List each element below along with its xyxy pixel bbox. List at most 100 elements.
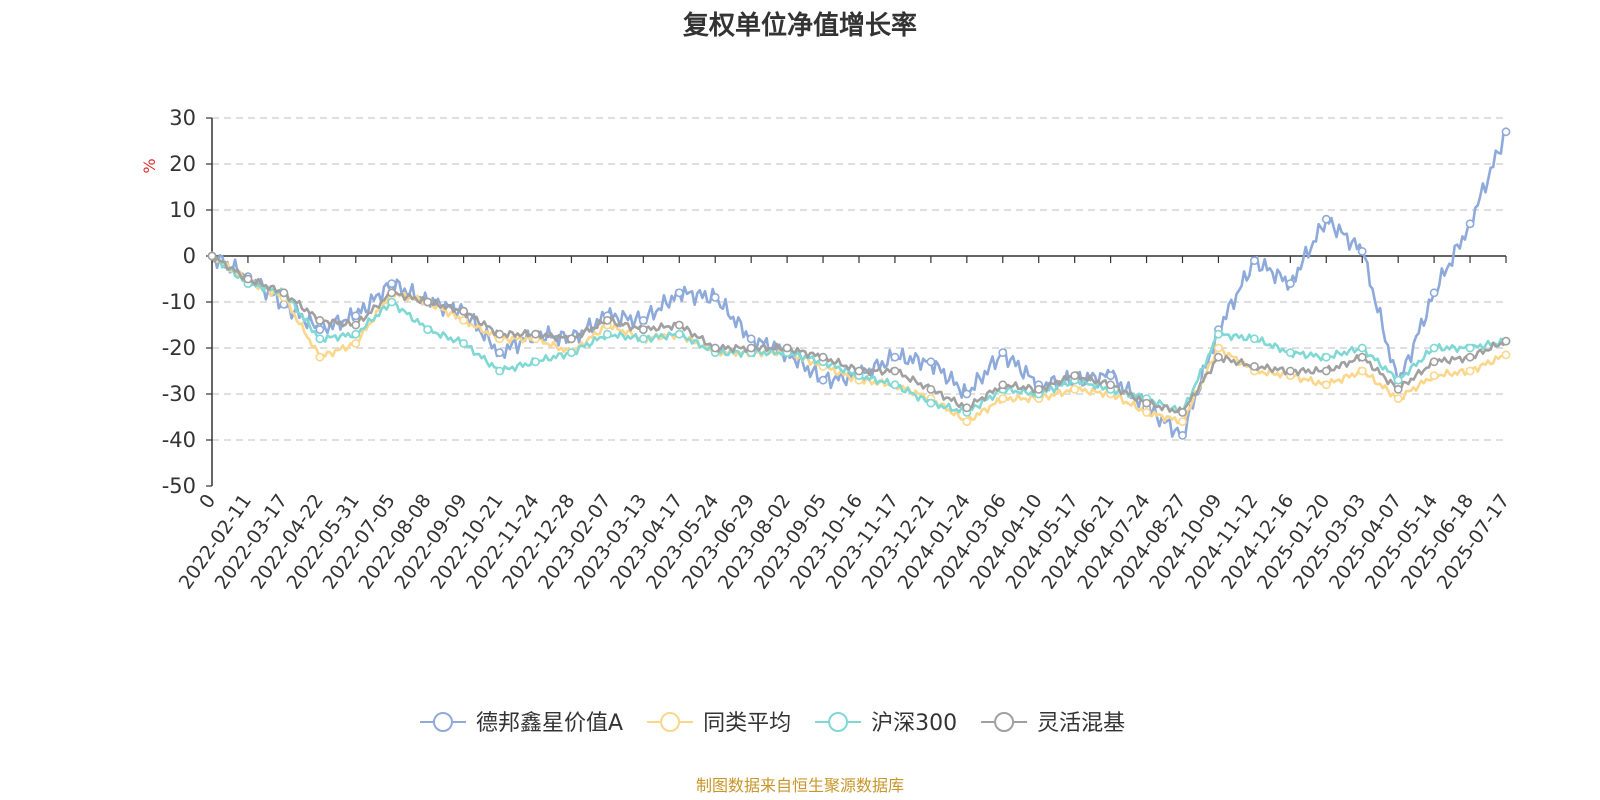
series-lines [207,127,1511,440]
legend-marker [828,712,849,732]
data-point [926,357,936,367]
data-point [1214,343,1223,353]
data-point [1357,343,1367,353]
data-point [998,394,1008,403]
data-point [495,366,504,376]
x-tick-label: 0 [195,490,220,513]
data-point [1501,350,1511,360]
data-point [674,288,684,298]
y-tick-label: -50 [162,474,196,498]
data-point [1142,398,1151,408]
y-tick-label: -10 [162,290,196,314]
data-point [207,251,217,261]
data-point [638,334,648,344]
data-point [351,311,361,321]
data-point [243,274,253,284]
y-tick-label: -40 [162,428,196,452]
data-point [674,320,684,330]
data-point [387,288,397,298]
x-tick-labels: 02022-02-112022-03-172022-04-222022-05-3… [175,490,1514,593]
data-point [1501,127,1511,137]
data-point [1070,384,1080,394]
data-point [1285,348,1295,357]
y-tick-label: -30 [162,382,196,406]
data-point [638,325,648,334]
data-point [818,352,828,362]
data-point [1321,214,1331,224]
data-point [1321,352,1331,362]
series-line [211,254,1507,425]
data-point [1357,352,1367,362]
data-point [387,297,397,307]
data-point [710,343,720,353]
y-tick-label: 10 [169,198,196,222]
y-tick-labels: 30 20 10 0 -10 -20 -30 -40 -50 [162,106,196,498]
data-point [710,292,720,302]
data-point [638,315,648,325]
grid-lines [206,117,1506,487]
data-point [1214,352,1223,362]
data-point [495,329,504,339]
data-point [279,288,289,298]
data-point [423,325,433,334]
data-point [531,357,540,367]
data-point [1321,380,1331,390]
data-point [315,315,325,325]
legend-marker [433,712,453,732]
data-point [1285,366,1295,376]
data-point [1501,336,1511,346]
data-point [890,366,900,376]
data-point [1249,256,1259,265]
data-point [351,329,361,339]
data-point [1429,357,1439,367]
data-point [962,417,972,426]
data-point [1465,352,1475,362]
data-point [602,315,612,325]
data-point [1393,394,1403,403]
data-point [1070,371,1080,380]
data-point [423,297,433,307]
data-point [1357,246,1367,256]
y-tick-label: 0 [183,244,196,268]
data-point [1393,384,1403,394]
data-point [1214,329,1223,339]
y-tick-label: 20 [169,152,196,176]
data-point [602,329,612,339]
data-point [351,338,361,348]
data-point [567,348,576,357]
data-point [351,320,361,330]
data-point [1429,371,1439,380]
data-point [459,306,469,316]
y-tick-label: -20 [162,336,196,360]
data-point [567,334,576,344]
legend-label: 同类平均 [703,711,791,736]
legend-label: 沪深300 [871,711,957,736]
data-point [962,389,972,399]
legend-label: 灵活混基 [1037,711,1125,736]
series-line [210,255,1508,414]
data-point [495,348,504,357]
data-point [998,380,1008,390]
data-point [1465,366,1475,376]
data-point [674,329,684,339]
data-point [315,325,325,334]
y-axis-unit-label: % [140,158,159,173]
data-source-note: 制图数据来自恒生聚源数据库 [696,776,904,795]
data-point [1178,417,1187,426]
data-point [1429,288,1439,298]
data-point [854,366,864,376]
data-point [1393,375,1403,385]
data-point [1178,407,1187,417]
data-point [962,403,972,413]
data-point [1429,343,1439,353]
data-point [459,315,469,325]
data-point [746,334,756,344]
data-point [818,375,828,385]
legend: 德邦鑫星价值A 同类平均 沪深300 灵活混基 [420,711,1125,736]
data-point [387,279,397,288]
data-point [926,398,936,408]
data-point [1106,371,1116,380]
series-line [210,255,1507,414]
legend-label: 德邦鑫星价值A [476,711,623,736]
